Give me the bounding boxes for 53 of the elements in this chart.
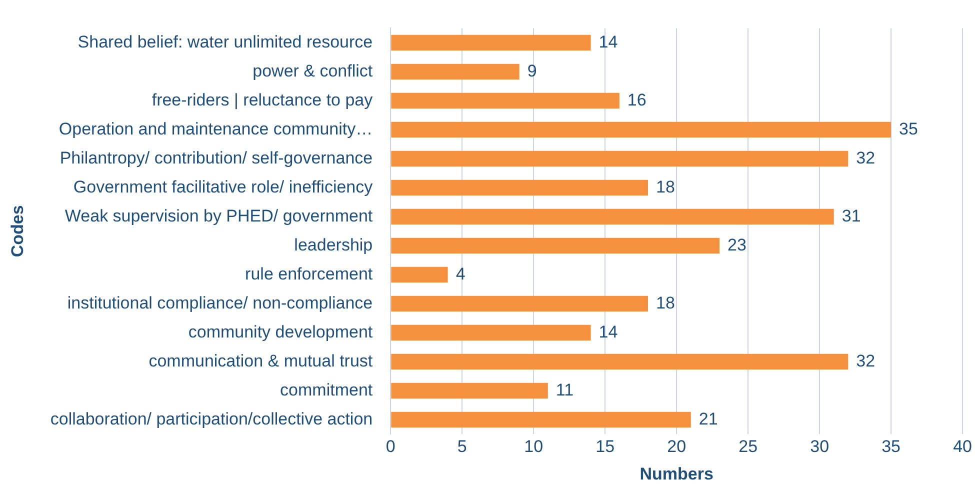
data-label: 21 — [698, 409, 718, 428]
x-tick-label: 10 — [524, 437, 544, 456]
x-tick-label: 40 — [953, 437, 972, 456]
y-tick-label: community development — [188, 322, 373, 342]
y-tick-label: power & conflict — [252, 61, 373, 80]
y-tick-label: collaboration/ participation/collective action — [50, 409, 373, 428]
bar — [391, 382, 548, 399]
x-tick-label: 20 — [667, 437, 686, 456]
y-tick-label: Shared belief: water unlimited resource — [78, 32, 373, 52]
x-tick-label: 25 — [738, 437, 758, 456]
data-label: 32 — [856, 351, 876, 370]
data-label: 35 — [899, 119, 918, 138]
y-tick-label: rule enforcement — [245, 264, 373, 284]
bar — [391, 238, 720, 254]
y-tick-label: Weak supervision by PHED/ government — [64, 206, 373, 226]
data-label: 4 — [456, 264, 466, 284]
data-label: 31 — [842, 206, 861, 226]
bar — [391, 412, 691, 428]
data-label: 23 — [727, 235, 746, 254]
y-tick-label: communication & mutual trust — [148, 351, 373, 370]
x-tick-label: 30 — [810, 437, 830, 456]
bar — [391, 266, 448, 283]
x-tick-label: 35 — [882, 437, 901, 456]
y-tick-label: leadership — [294, 235, 373, 254]
bar — [391, 354, 848, 370]
data-label: 14 — [598, 322, 618, 342]
y-tick-label: institutional compliance/ non-compliance — [67, 293, 373, 312]
x-axis-title: Numbers — [640, 464, 714, 484]
x-tick-label: 15 — [596, 437, 615, 456]
x-tick-label: 0 — [386, 437, 396, 456]
y-axis-title: Codes — [8, 205, 27, 258]
data-label: 11 — [556, 380, 574, 400]
y-tick-label: commitment — [280, 380, 373, 400]
data-label: 9 — [527, 61, 537, 80]
bar — [391, 92, 620, 109]
bar — [391, 34, 591, 51]
bar — [391, 180, 648, 196]
bar — [391, 324, 591, 341]
data-label: 18 — [656, 293, 675, 312]
data-label: 16 — [627, 90, 646, 110]
bar — [391, 150, 848, 167]
x-tick-label: 5 — [457, 437, 467, 456]
y-tick-label: Operation and maintenance community… — [58, 119, 373, 138]
y-tick-label: Government facilitative role/ inefficiency — [73, 177, 374, 196]
data-label: 18 — [656, 177, 675, 196]
data-label: 32 — [856, 148, 876, 168]
data-label: 14 — [598, 32, 618, 52]
y-tick-label: Philantropy/ contribution/ self-governance — [60, 148, 373, 168]
bar — [391, 122, 892, 138]
bar — [391, 208, 834, 225]
bar — [391, 296, 648, 312]
bar — [391, 64, 520, 80]
y-tick-label: free-riders | reluctance to pay — [152, 90, 374, 110]
